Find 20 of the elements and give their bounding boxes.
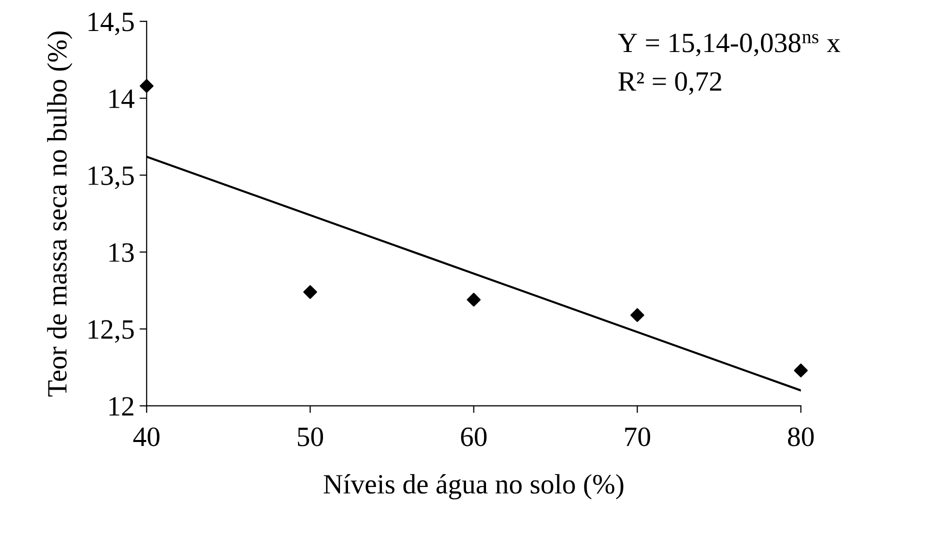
point [630,308,644,322]
annotation: R² = 0,72 [618,72,722,95]
x-tick-label: 60 [461,427,487,446]
point [466,292,481,307]
annotation: Y = 15,14-0,038$^{ns}$ x [618,34,840,56]
x-axis-title: Níveis de água no solo (%) [324,474,624,500]
x-tick-label: 50 [298,427,324,446]
y-tick-label: 12 [109,397,134,416]
y-tick-label: 12,5 [88,320,134,343]
point [794,364,808,378]
y-tick-label: 14,5 [88,12,134,36]
y-tick-label: 14 [109,90,134,108]
y-tick-label: 13,5 [88,166,134,190]
point [140,79,154,93]
x-tick-label: 40 [133,427,160,446]
y-axis-title: Teor de massa seca no bulbo (%) [47,31,72,396]
x-tick-label: 70 [625,427,650,446]
x-tick-label: 80 [788,427,814,446]
y-tick-label: 13 [109,243,134,262]
point [303,285,318,299]
